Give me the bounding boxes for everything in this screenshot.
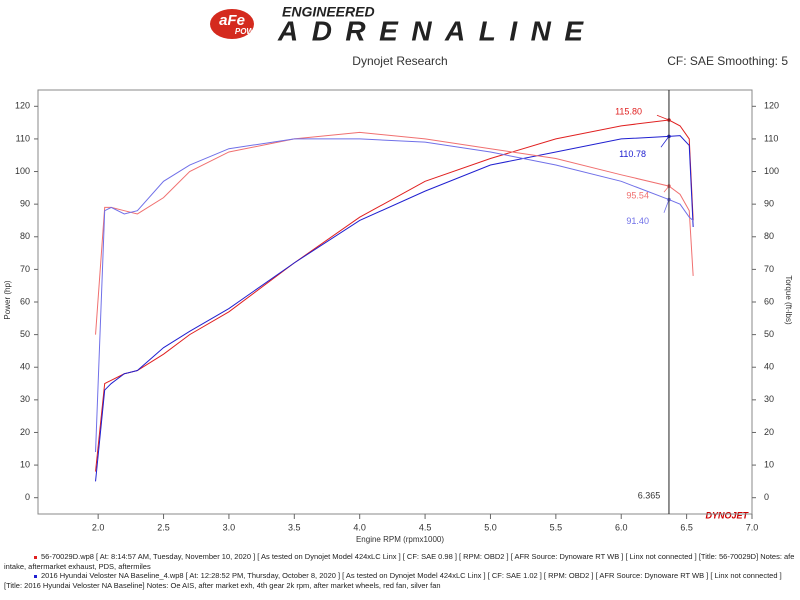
y2-tick-label: 120 — [764, 101, 779, 111]
y2-tick-label: 70 — [764, 264, 774, 274]
y2-tick-label: 20 — [764, 427, 774, 437]
y-axis-label: Power (hp) — [3, 280, 12, 319]
y2-tick-label: 30 — [764, 394, 774, 404]
y-tick-label: 70 — [20, 264, 30, 274]
x-tick-label: 6.0 — [615, 522, 628, 532]
chart: aFe POWER ENGINEERED ADRENALINE Dynojet … — [3, 4, 793, 544]
brand-name: ADRENALINE — [277, 15, 584, 46]
y-tick-label: 80 — [20, 231, 30, 241]
run-marker — [34, 555, 37, 559]
x-tick-label: 5.0 — [484, 522, 497, 532]
x-tick-label: 4.5 — [419, 522, 432, 532]
watermark: DYNOJET — [705, 510, 749, 520]
annotation-label: 91.40 — [626, 216, 649, 226]
y-tick-label: 10 — [20, 459, 30, 469]
y-tick-label: 60 — [20, 296, 30, 306]
y2-tick-label: 110 — [764, 133, 778, 143]
run-marker — [34, 574, 37, 578]
x-tick-label: 3.0 — [223, 522, 236, 532]
logo: aFe — [219, 12, 245, 29]
y2-tick-label: 40 — [764, 362, 774, 372]
logo-badge — [210, 9, 254, 39]
x-tick-label: 6.5 — [680, 522, 693, 532]
annotation-arrow — [656, 114, 670, 121]
tagline: ENGINEERED — [282, 4, 375, 20]
y-tick-label: 20 — [20, 427, 30, 437]
y-tick-label: 50 — [20, 329, 30, 339]
y2-tick-label: 80 — [764, 231, 774, 241]
chart-subtitle: CF: SAE Smoothing: 5 — [667, 54, 788, 68]
run-note: 2016 Hyundai Veloster NA Baseline_4.wp8 … — [0, 571, 800, 590]
y-tick-label: 110 — [16, 133, 30, 143]
x-tick-label: 7.0 — [746, 522, 759, 532]
y2-tick-label: 100 — [764, 166, 779, 176]
y-tick-label: 40 — [20, 362, 30, 372]
y2-tick-label: 10 — [764, 459, 774, 469]
annotation-arrow — [663, 199, 670, 213]
y-tick-label: 0 — [25, 492, 30, 502]
series-line — [95, 119, 694, 472]
y2-tick-label: 60 — [764, 296, 774, 306]
annotation-label: 95.54 — [626, 190, 649, 200]
series-line — [95, 135, 694, 482]
y2-axis-label: Torque (ft-lbs) — [784, 275, 793, 325]
y-tick-label: 120 — [15, 101, 30, 111]
cursor-label: 6.365 — [638, 490, 661, 500]
series-line — [95, 131, 694, 335]
annotation-label: 115.80 — [615, 106, 642, 116]
x-tick-label: 2.0 — [92, 522, 105, 532]
y2-tick-label: 90 — [764, 199, 774, 209]
run-notes: 56-70029D.wp8 [ At: 8:14:57 AM, Tuesday,… — [0, 552, 800, 600]
x-axis-label: Engine RPM (rpmx1000) — [356, 535, 444, 544]
x-tick-label: 3.5 — [288, 522, 301, 532]
logo-sub: POWER — [235, 27, 265, 36]
x-tick-label: 5.5 — [550, 522, 563, 532]
y-tick-label: 30 — [20, 394, 30, 404]
y2-tick-label: 0 — [764, 492, 769, 502]
y-tick-label: 100 — [15, 166, 30, 176]
annotation-arrow — [660, 136, 670, 148]
run-note: 56-70029D.wp8 [ At: 8:14:57 AM, Tuesday,… — [0, 552, 800, 571]
annotation-label: 110.78 — [619, 149, 646, 159]
x-tick-label: 4.0 — [353, 522, 366, 532]
y-tick-label: 90 — [20, 199, 30, 209]
run-text: 56-70029D.wp8 [ At: 8:14:57 AM, Tuesday,… — [4, 552, 795, 571]
chart-title: Dynojet Research — [352, 54, 447, 68]
run-text: 2016 Hyundai Veloster NA Baseline_4.wp8 … — [4, 571, 782, 590]
y2-tick-label: 50 — [764, 329, 774, 339]
series-line — [95, 138, 694, 453]
x-tick-label: 2.5 — [157, 522, 170, 532]
